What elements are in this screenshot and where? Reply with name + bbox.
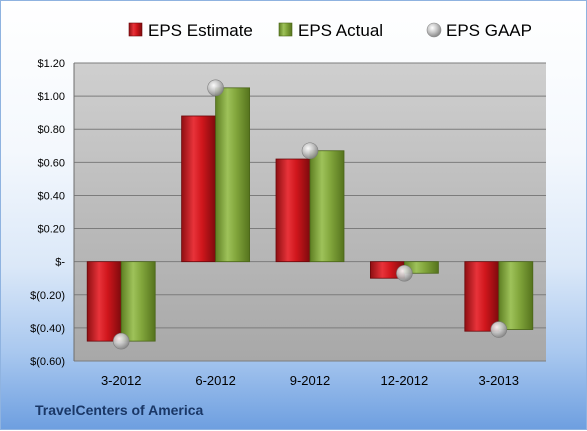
marker-eps-gaap [112, 332, 130, 350]
y-tick-label: $0.80 [37, 124, 65, 136]
x-tick-label: 9-2012 [290, 373, 330, 388]
x-tick-label: 3-2013 [479, 373, 519, 388]
marker-eps-gaap [207, 79, 224, 97]
x-tick-label: 3-2012 [101, 373, 141, 388]
y-tick-label: $1.20 [37, 58, 65, 70]
bar-eps-estimate [275, 158, 311, 263]
y-tick-label: $(0.60) [30, 356, 65, 368]
company-name: TravelCenters of America [35, 402, 204, 418]
legend-label: EPS Estimate [148, 21, 253, 40]
legend-swatch-eps-gaap [426, 22, 442, 38]
y-tick-label: $(0.40) [30, 323, 65, 335]
marker-eps-gaap [396, 264, 413, 282]
y-tick-label: $0.20 [37, 224, 65, 236]
legend-label: EPS Actual [298, 21, 383, 40]
y-tick-label: $0.40 [37, 190, 65, 202]
bar-eps-actual [309, 150, 345, 263]
y-tick-label: $1.00 [37, 91, 65, 103]
bar-eps-actual [215, 87, 251, 263]
legend-swatch-eps-actual [278, 22, 293, 37]
y-tick-label: $0.60 [37, 157, 65, 169]
x-tick-label: 6-2012 [195, 373, 235, 388]
legend-label: EPS GAAP [446, 21, 532, 40]
bar-eps-actual [498, 261, 534, 330]
marker-eps-gaap [301, 142, 319, 160]
bar-eps-estimate [464, 261, 500, 332]
bar-eps-estimate [86, 261, 122, 342]
y-tick-label: $- [55, 257, 65, 269]
x-tick-label: 12-2012 [381, 373, 429, 388]
y-tick-label: $(0.20) [30, 290, 65, 302]
bar-eps-actual [120, 261, 156, 342]
legend-swatch-eps-estimate [128, 22, 143, 37]
bar-eps-estimate [181, 115, 217, 263]
marker-eps-gaap [490, 321, 508, 338]
